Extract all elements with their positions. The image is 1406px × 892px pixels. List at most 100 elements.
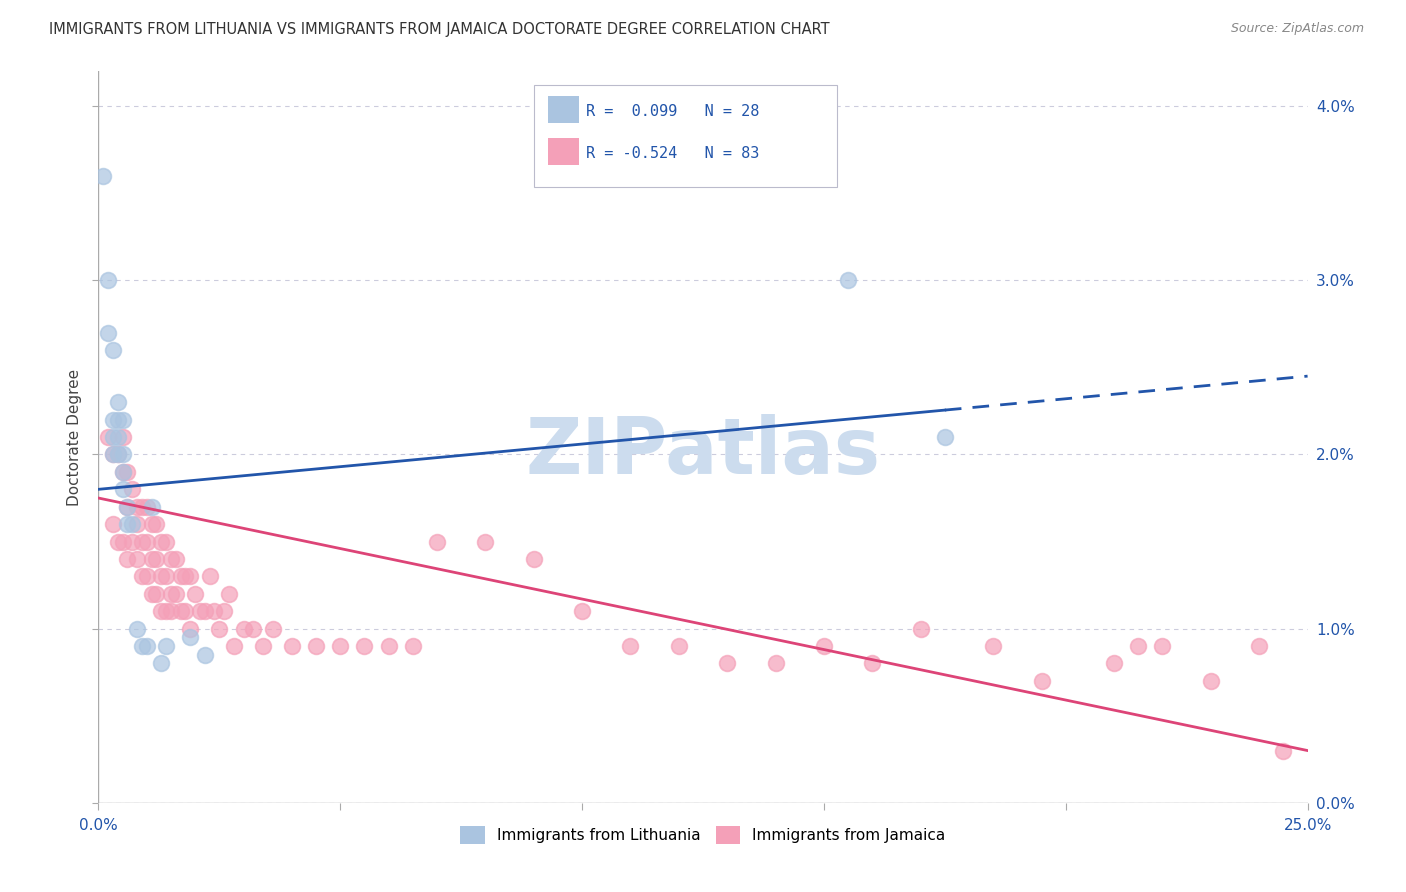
Point xyxy=(131,534,153,549)
Point xyxy=(131,569,153,583)
Point xyxy=(1128,639,1150,653)
Point xyxy=(305,639,328,653)
Point xyxy=(668,639,690,653)
Point xyxy=(218,587,240,601)
Point xyxy=(127,622,149,636)
Point xyxy=(111,465,134,479)
Point xyxy=(165,587,187,601)
Point xyxy=(145,587,167,601)
Point xyxy=(127,500,149,514)
Point xyxy=(155,534,177,549)
Point xyxy=(127,517,149,532)
Point xyxy=(571,604,593,618)
Point xyxy=(121,534,143,549)
Point xyxy=(135,569,157,583)
Point xyxy=(107,395,129,409)
Point xyxy=(117,517,139,532)
Point xyxy=(198,569,221,583)
Point xyxy=(111,465,134,479)
Point xyxy=(117,500,139,514)
Point xyxy=(150,569,173,583)
Point xyxy=(184,587,207,601)
Text: R = -0.524   N = 83: R = -0.524 N = 83 xyxy=(586,146,759,161)
Point xyxy=(127,552,149,566)
Point xyxy=(97,326,120,340)
Point xyxy=(111,534,134,549)
Point xyxy=(117,465,139,479)
Point xyxy=(97,430,120,444)
Point xyxy=(111,483,134,497)
Point xyxy=(101,430,124,444)
Point xyxy=(169,569,191,583)
Point xyxy=(252,639,274,653)
Point xyxy=(111,412,134,426)
Point xyxy=(150,657,173,671)
Legend: Immigrants from Lithuania, Immigrants from Jamaica: Immigrants from Lithuania, Immigrants fr… xyxy=(454,820,952,850)
Point xyxy=(121,483,143,497)
Point xyxy=(135,534,157,549)
Point xyxy=(934,430,956,444)
Point xyxy=(765,657,787,671)
Point xyxy=(135,500,157,514)
Point xyxy=(150,604,173,618)
Point xyxy=(101,343,124,357)
Point xyxy=(107,430,129,444)
Point xyxy=(981,639,1004,653)
Text: ZIPatlas: ZIPatlas xyxy=(526,414,880,490)
Point xyxy=(169,604,191,618)
Point xyxy=(188,604,211,618)
Point xyxy=(150,534,173,549)
Point xyxy=(523,552,546,566)
Point xyxy=(242,622,264,636)
Point xyxy=(262,622,284,636)
Point xyxy=(141,500,163,514)
Point xyxy=(117,500,139,514)
Point xyxy=(107,448,129,462)
Point xyxy=(155,569,177,583)
Point xyxy=(402,639,425,653)
Point xyxy=(426,534,449,549)
Point xyxy=(212,604,235,618)
Point xyxy=(222,639,245,653)
Point xyxy=(121,517,143,532)
Point xyxy=(111,448,134,462)
Point xyxy=(160,552,183,566)
Point xyxy=(160,587,183,601)
Point xyxy=(860,657,883,671)
Point xyxy=(131,500,153,514)
Point xyxy=(101,448,124,462)
Point xyxy=(837,273,859,287)
Point xyxy=(353,639,375,653)
Point xyxy=(1249,639,1271,653)
Point xyxy=(204,604,226,618)
Point xyxy=(1031,673,1053,688)
Point xyxy=(194,604,217,618)
Point xyxy=(716,657,738,671)
Point xyxy=(155,639,177,653)
Point xyxy=(101,412,124,426)
Point xyxy=(1272,743,1295,757)
Point xyxy=(281,639,304,653)
Point xyxy=(135,639,157,653)
Point xyxy=(141,587,163,601)
Point xyxy=(910,622,932,636)
Point xyxy=(107,448,129,462)
Point xyxy=(145,517,167,532)
Point xyxy=(97,273,120,287)
Point xyxy=(101,448,124,462)
Point xyxy=(131,639,153,653)
Point xyxy=(111,430,134,444)
Text: Source: ZipAtlas.com: Source: ZipAtlas.com xyxy=(1230,22,1364,36)
Point xyxy=(174,569,197,583)
Point xyxy=(174,604,197,618)
Point xyxy=(377,639,399,653)
Point xyxy=(232,622,254,636)
Point xyxy=(160,604,183,618)
Text: IMMIGRANTS FROM LITHUANIA VS IMMIGRANTS FROM JAMAICA DOCTORATE DEGREE CORRELATIO: IMMIGRANTS FROM LITHUANIA VS IMMIGRANTS … xyxy=(49,22,830,37)
Point xyxy=(179,631,201,645)
Point xyxy=(117,552,139,566)
Point xyxy=(329,639,352,653)
Point xyxy=(179,622,201,636)
Point xyxy=(1152,639,1174,653)
Point xyxy=(165,552,187,566)
